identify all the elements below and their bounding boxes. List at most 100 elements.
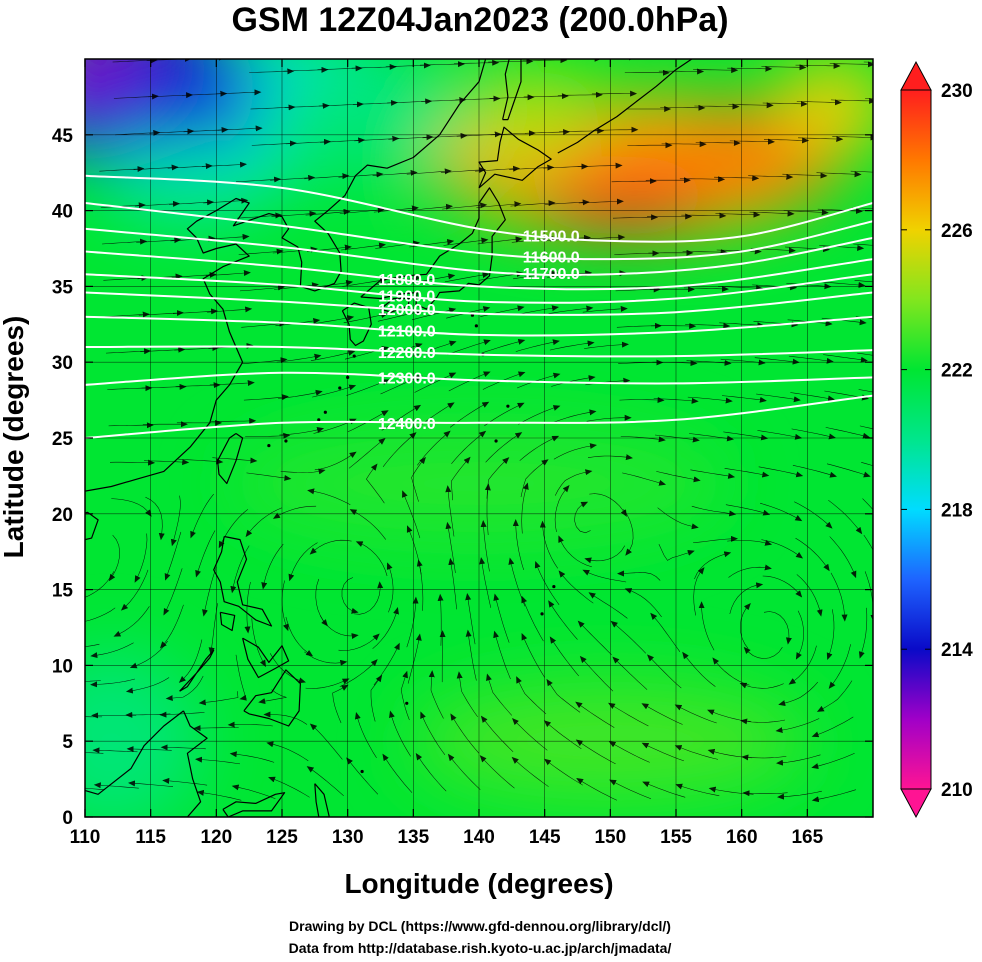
streamline	[757, 430, 803, 440]
streamline	[381, 404, 422, 431]
streamline	[407, 633, 422, 684]
streamline	[338, 633, 380, 651]
streamline	[195, 530, 216, 578]
streamline	[198, 691, 239, 706]
streamline	[553, 443, 597, 460]
streamline	[609, 779, 652, 800]
streamline	[343, 312, 389, 324]
streamline	[480, 520, 490, 572]
streamline	[650, 322, 697, 329]
streamline	[674, 704, 717, 724]
streamline	[341, 242, 386, 251]
streamline	[108, 422, 154, 429]
x-tick-label: 165	[791, 827, 823, 848]
wind-streamlines	[85, 59, 873, 803]
island-dot	[317, 418, 321, 422]
streamline	[245, 432, 291, 439]
streamline	[762, 100, 808, 107]
streamline	[304, 173, 350, 180]
streamline	[858, 607, 868, 659]
streamline	[251, 618, 266, 668]
streamline	[307, 488, 351, 505]
streamline	[479, 557, 492, 608]
streamline	[727, 65, 773, 72]
streamline	[830, 572, 848, 622]
streamline	[212, 457, 258, 464]
streamline	[698, 601, 715, 651]
streamline	[195, 756, 241, 765]
streamline	[111, 498, 152, 517]
streamline	[269, 653, 306, 684]
streamline	[612, 214, 659, 221]
colorbar-tick-label: 214	[941, 640, 973, 661]
streamline	[782, 172, 828, 179]
streamline	[493, 593, 510, 643]
streamline	[451, 456, 471, 501]
streamline	[238, 248, 284, 255]
streamline	[484, 402, 525, 427]
streamline	[258, 689, 287, 705]
coast-halmahera	[314, 783, 330, 817]
streamline	[115, 129, 161, 136]
streamline	[761, 64, 807, 71]
streamline	[653, 397, 699, 404]
island-dot	[360, 769, 364, 774]
credit-data: Data from http://database.rish.kyoto-u.a…	[288, 940, 672, 956]
streamline	[190, 493, 214, 539]
streamline	[524, 129, 571, 136]
island-dot	[284, 439, 288, 443]
streamline	[203, 197, 249, 204]
streamline	[761, 539, 804, 559]
streamline	[90, 678, 135, 688]
streamline	[445, 485, 455, 537]
streamline	[165, 675, 204, 702]
streamline	[861, 462, 873, 467]
streamline	[85, 643, 100, 648]
streamline	[758, 466, 804, 478]
streamline	[829, 61, 873, 68]
streamline	[372, 169, 418, 176]
temperature-field	[85, 59, 873, 817]
streamline	[413, 340, 457, 357]
streamline	[159, 604, 184, 649]
streamline	[681, 212, 727, 219]
streamline	[486, 457, 510, 499]
streamline	[411, 307, 457, 321]
streamline	[415, 402, 455, 430]
streamline	[450, 713, 480, 754]
streamline	[488, 59, 534, 65]
streamline	[729, 138, 775, 145]
streamline	[587, 454, 633, 461]
streamline	[642, 781, 686, 798]
streamline	[420, 711, 446, 755]
streamline	[544, 199, 590, 206]
streamline	[652, 360, 698, 367]
streamline	[205, 270, 251, 277]
streamline	[389, 710, 411, 757]
streamline	[453, 59, 500, 66]
streamline	[477, 236, 523, 245]
contour-label-11500: 11500.0	[523, 228, 580, 245]
streamline	[172, 308, 219, 315]
streamline	[480, 715, 514, 752]
streamline	[588, 592, 628, 619]
streamline	[511, 756, 549, 787]
streamline	[690, 469, 736, 479]
island-dot	[506, 404, 510, 408]
streamline	[317, 65, 363, 72]
streamline	[354, 712, 377, 759]
island-dot	[494, 439, 498, 443]
streamline	[811, 716, 854, 738]
streamline	[783, 209, 829, 216]
streamline	[853, 243, 873, 246]
y-tick-label: 35	[52, 277, 74, 298]
coast-mindoro	[219, 611, 236, 632]
streamline	[577, 162, 623, 169]
coast-visayas	[242, 637, 290, 679]
streamline	[270, 174, 316, 181]
streamline	[486, 673, 513, 716]
streamline	[641, 742, 684, 762]
contour-label-11900: 11900.0	[378, 288, 435, 305]
streamline	[306, 766, 344, 797]
x-tick-label: 155	[660, 827, 692, 848]
